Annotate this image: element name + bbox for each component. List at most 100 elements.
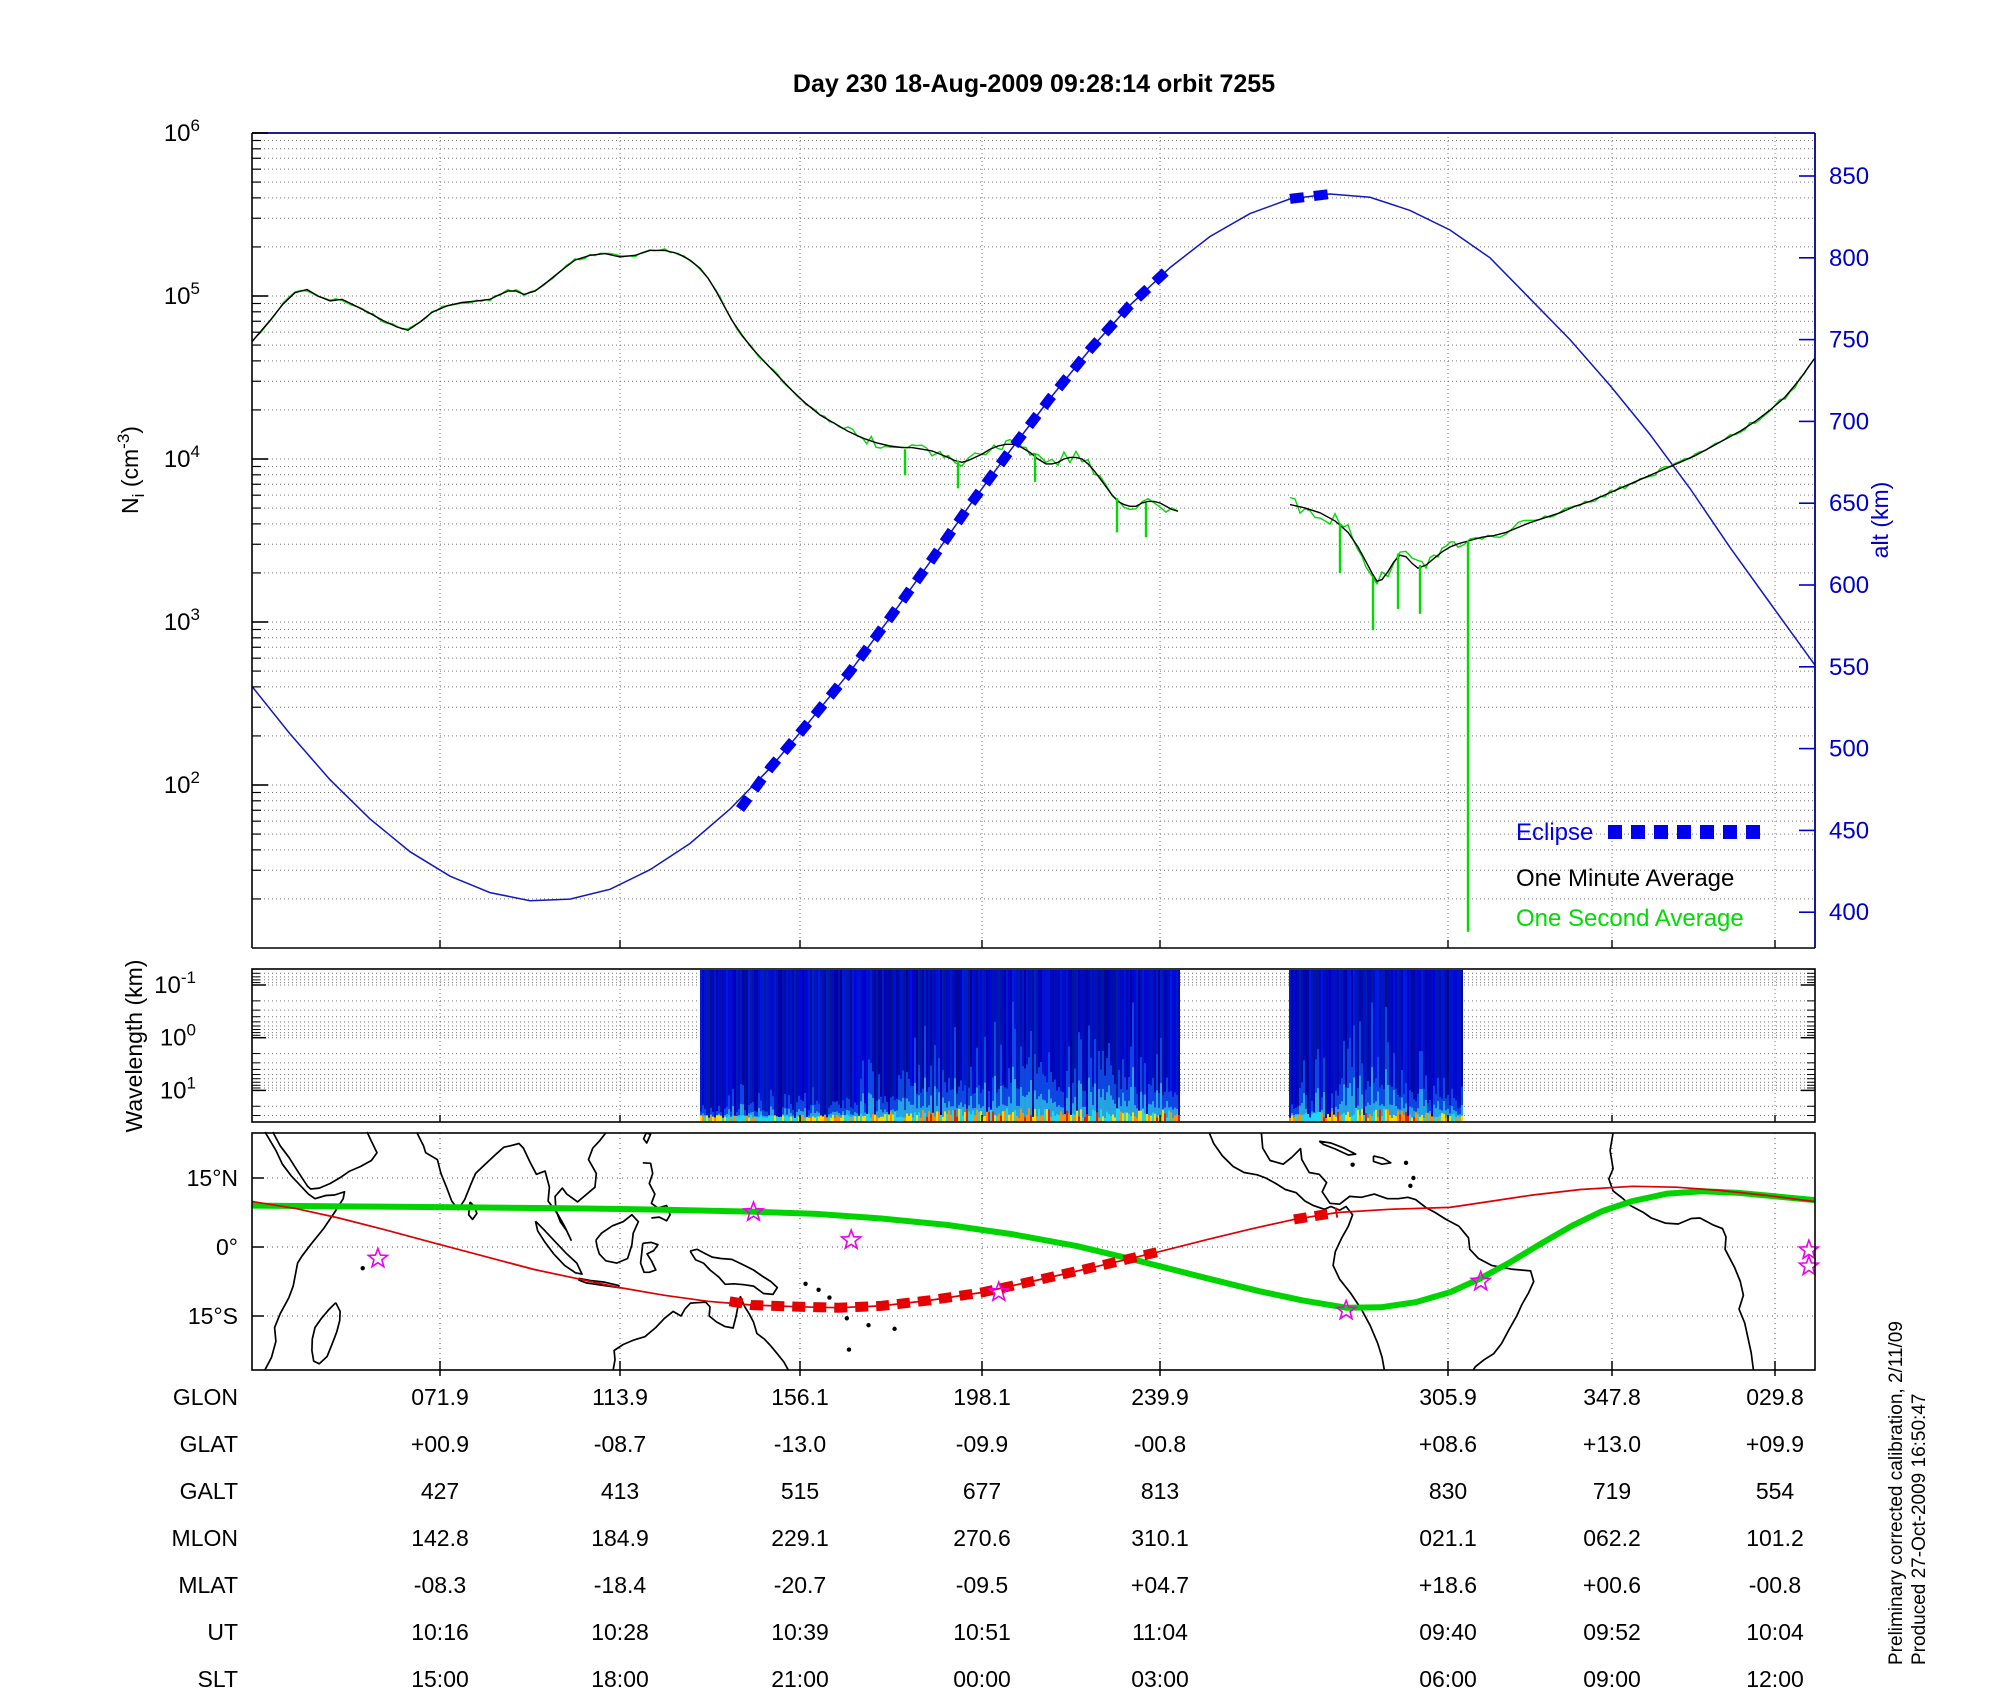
p1-ytick-right: 750 (1829, 327, 1869, 354)
ephemeris-table: GLON 071.9 113.9 156.1 198.1 239.9 305.9 347.8 0… (172, 1384, 1805, 1692)
table-cell: 310.1 (1131, 1525, 1189, 1551)
island-dot (1403, 1160, 1409, 1166)
table-cell: +13.0 (1583, 1431, 1641, 1457)
table-cell: 515 (781, 1478, 819, 1504)
table-cell: 21:00 (771, 1666, 829, 1692)
table-cell: -08.3 (414, 1572, 466, 1598)
table-cell: 10:51 (953, 1619, 1011, 1645)
coastline (534, 1220, 583, 1275)
island-dot (1408, 1183, 1413, 1189)
island-dot (360, 1265, 365, 1271)
table-cell: 10:39 (771, 1619, 829, 1645)
island-dot (866, 1323, 871, 1328)
table-cell: 347.8 (1583, 1384, 1641, 1410)
produced-note: Produced 27-Oct-2009 16:50:47 (1909, 1394, 1930, 1665)
p2-ytick: 100 (160, 1021, 196, 1052)
table-cell: -00.8 (1749, 1572, 1801, 1598)
eclipse-markers (735, 263, 1174, 813)
table-cell: +09.9 (1746, 1431, 1804, 1457)
table-cell: 029.8 (1746, 1384, 1804, 1410)
density-panel-series (251, 189, 1816, 932)
ground-track-eclipse-markers (728, 1245, 1165, 1313)
side-annotations: Preliminary corrected calibration, 2/11/… (1886, 1321, 1930, 1665)
table-row-label: GLAT (180, 1431, 238, 1457)
table-cell: 198.1 (953, 1384, 1011, 1410)
table-cell: -20.7 (774, 1572, 826, 1598)
p1-ytick-right: 500 (1829, 736, 1869, 763)
spectrogram-panel-data (700, 970, 1463, 1121)
table-row-label: GLON (173, 1384, 238, 1410)
p1-ytick-right: 650 (1829, 490, 1869, 517)
ground-track-eclipse-markers (1293, 1207, 1339, 1225)
legend-eclipse-label: Eclipse (1516, 819, 1593, 846)
island-dot (844, 1316, 850, 1321)
coastline (272, 1131, 378, 1190)
table-cell: 239.9 (1131, 1384, 1189, 1410)
legend-one-second-label: One Second Average (1516, 905, 1744, 932)
table-cell: +04.7 (1131, 1572, 1189, 1598)
island-dot (816, 1287, 821, 1292)
ground-station-star (1797, 1254, 1821, 1277)
map-axes: 15°N 0° 15°S (187, 1132, 1816, 1376)
p1-ytick-right: 600 (1829, 572, 1869, 599)
table-cell: -13.0 (774, 1431, 826, 1457)
coastline (311, 1302, 341, 1365)
map-lat-label: 0° (216, 1234, 238, 1260)
coastline (642, 1161, 671, 1222)
coastline (639, 1241, 659, 1274)
p2-ylabel: Wavelength (km) (121, 960, 147, 1133)
p1-ytick-right: 550 (1829, 654, 1869, 681)
map-tracks (251, 1185, 1821, 1321)
table-cell: 142.8 (411, 1525, 469, 1551)
eclipse-markers (1289, 189, 1331, 204)
p1-ytick-right: 800 (1829, 245, 1869, 272)
coastline (1208, 1132, 1386, 1370)
ground-station-star (987, 1279, 1011, 1303)
table-cell: 18:00 (591, 1666, 649, 1692)
ground-track-line (251, 1185, 1815, 1309)
table-cell: 813 (1141, 1478, 1179, 1504)
table-row-label: MLAT (178, 1572, 238, 1598)
table-cell: 113.9 (592, 1384, 648, 1410)
p1-ylabel-left: Ni (cm-3) (114, 426, 148, 514)
table-cell: 09:00 (1583, 1666, 1641, 1692)
p1-ytick-right: 450 (1829, 817, 1869, 844)
table-cell: 427 (421, 1478, 459, 1504)
ground-station-star (1334, 1298, 1358, 1321)
p1-ytick-right: 850 (1829, 163, 1869, 190)
p1-ytick-right: 400 (1829, 899, 1869, 926)
p1-ytick-left: 106 (164, 116, 200, 147)
p1-ytick-left: 105 (164, 279, 200, 310)
table-row-label: SLT (198, 1666, 238, 1692)
coastline (416, 1132, 607, 1241)
island-dot (846, 1347, 852, 1352)
map-lat-label: 15°N (187, 1165, 238, 1191)
coastline (1318, 1140, 1357, 1156)
table-cell: 10:28 (591, 1619, 649, 1645)
spectrogram-panel-axes: 10-1 100 101 Wavelength (km) (121, 960, 1816, 1133)
table-cell: 071.9 (411, 1384, 469, 1410)
table-cell: -09.5 (956, 1572, 1008, 1598)
one-second-average-trace (1289, 357, 1816, 586)
table-cell: 021.1 (1419, 1525, 1477, 1551)
magnetic-equator-line (251, 1188, 1816, 1311)
table-cell: 184.9 (591, 1525, 649, 1551)
table-cell: 677 (963, 1478, 1001, 1504)
island-dot (892, 1326, 897, 1332)
p1-ytick-left: 103 (164, 605, 200, 636)
table-cell: -09.9 (956, 1431, 1008, 1457)
ground-station-star (366, 1246, 390, 1269)
coastline (1372, 1155, 1392, 1166)
table-cell: 11:04 (1132, 1619, 1188, 1645)
table-cell: 229.1 (771, 1525, 829, 1551)
table-cell: -18.4 (594, 1572, 647, 1598)
table-cell: 06:00 (1419, 1666, 1477, 1692)
legend-one-minute-label: One Minute Average (1516, 865, 1734, 892)
coastline (1260, 1132, 1535, 1371)
table-cell: +00.6 (1583, 1572, 1641, 1598)
table-cell: +08.6 (1419, 1431, 1477, 1457)
table-cell: 830 (1429, 1478, 1467, 1504)
one-minute-average-trace (251, 249, 1179, 512)
